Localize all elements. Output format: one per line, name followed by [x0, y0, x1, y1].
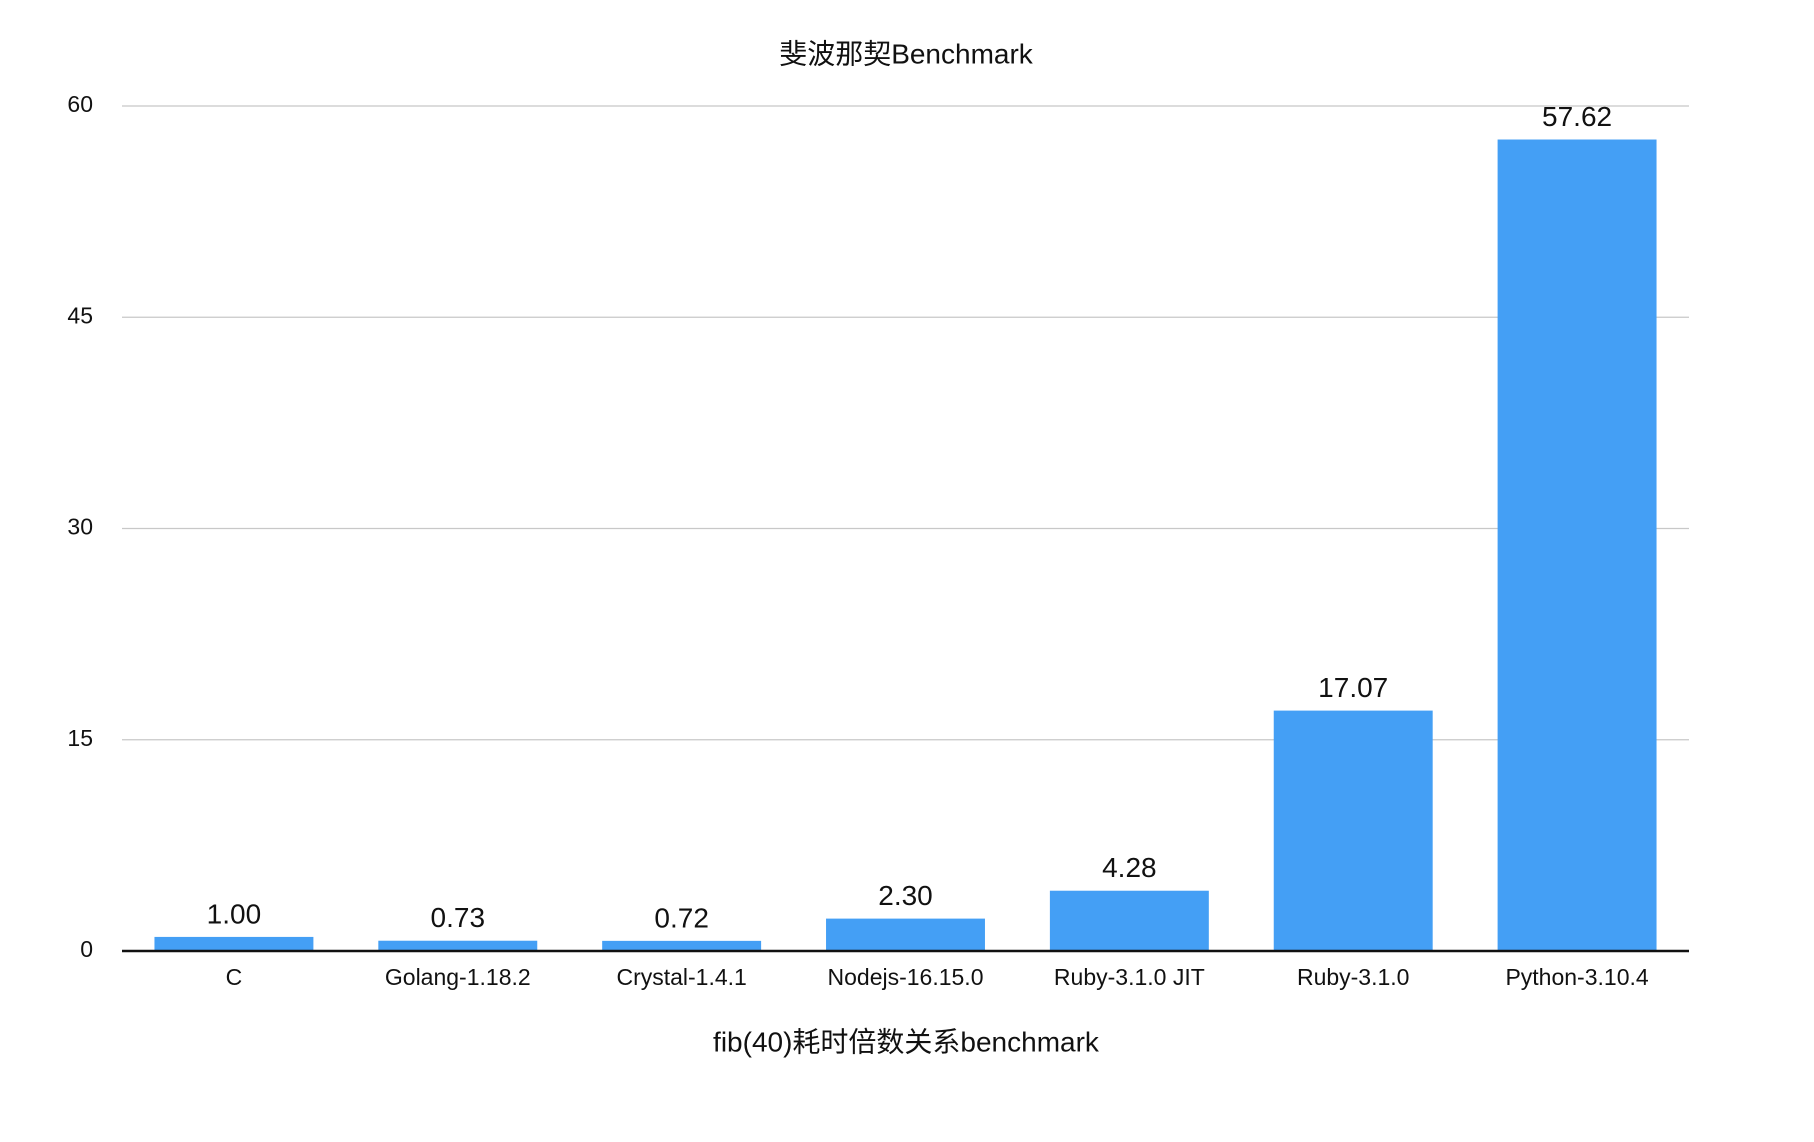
y-tick-label: 15	[67, 725, 93, 751]
bar	[826, 918, 985, 951]
data-label: 4.28	[1102, 852, 1157, 883]
x-tick-label: Golang-1.18.2	[385, 964, 531, 990]
chart-title: 斐波那契Benchmark	[779, 38, 1034, 69]
x-tick-label: Ruby-3.1.0	[1297, 964, 1410, 990]
bar	[1049, 890, 1209, 951]
x-tick-label: Crystal-1.4.1	[616, 964, 746, 990]
y-tick-label: 30	[67, 514, 93, 540]
data-label: 17.07	[1318, 672, 1388, 703]
x-tick-label: Python-3.10.4	[1505, 964, 1648, 990]
x-tick-label: Nodejs-16.15.0	[828, 964, 984, 990]
bar	[1273, 710, 1433, 951]
data-label: 0.73	[431, 902, 486, 933]
bar	[1497, 139, 1657, 952]
data-label: 1.00	[207, 898, 262, 929]
y-tick-label: 0	[80, 936, 93, 962]
data-label: 0.72	[654, 902, 709, 933]
x-tick-label: Ruby-3.1.0 JIT	[1054, 964, 1205, 990]
x-axis-title: fib(40)耗时倍数关系benchmark	[713, 1026, 1100, 1057]
data-label: 2.30	[878, 880, 933, 911]
data-label: 57.62	[1542, 101, 1612, 132]
x-tick-label: C	[226, 964, 243, 990]
bar	[154, 936, 314, 951]
y-tick-label: 60	[67, 91, 93, 117]
bar	[602, 940, 762, 951]
y-tick-label: 45	[67, 302, 93, 328]
bar	[378, 940, 538, 951]
